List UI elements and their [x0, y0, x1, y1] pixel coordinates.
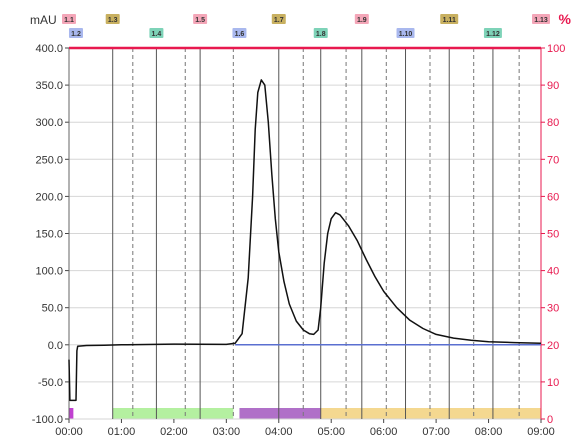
fraction-marker-label: 1.11 — [443, 17, 456, 24]
left-tick-label: 50.0 — [42, 303, 63, 315]
left-tick-label: 150.0 — [35, 229, 63, 241]
left-tick-label: -100.0 — [32, 414, 63, 426]
fraction-marker-label: 1.4 — [152, 31, 162, 38]
fraction-marker — [483, 28, 502, 38]
fraction-marker — [105, 14, 120, 24]
right-tick-label: 80 — [547, 117, 559, 129]
left-tick-label: -50.0 — [38, 377, 63, 389]
left-tick-label: 250.0 — [35, 154, 63, 166]
left-axis-unit: mAU — [30, 13, 57, 27]
right-tick-label: 50 — [547, 229, 559, 241]
right-tick-label: 100 — [547, 43, 565, 55]
right-tick-label: 0 — [547, 414, 553, 426]
fraction-marker-label: 1.9 — [357, 17, 367, 24]
fraction-marker-label: 1.8 — [316, 31, 326, 38]
fraction-marker-label: 1.1 — [64, 17, 74, 24]
left-tick-label: 0.0 — [48, 340, 63, 352]
x-tick-label: 06:00 — [370, 426, 398, 438]
x-tick-label: 09:00 — [527, 426, 555, 438]
right-tick-label: 90 — [547, 80, 559, 92]
x-tick-label: 03:00 — [213, 426, 241, 438]
left-tick-label: 400.0 — [35, 43, 63, 55]
fraction-marker-label: 1.5 — [195, 17, 205, 24]
right-tick-label: 30 — [547, 303, 559, 315]
fraction-marker-label: 1.7 — [274, 17, 284, 24]
fraction-marker-label: 1.12 — [486, 31, 500, 38]
fraction-marker-label: 1.13 — [534, 17, 548, 24]
x-tick-label: 07:00 — [422, 426, 450, 438]
fraction-marker-label: 1.10 — [399, 31, 413, 38]
series-line-absorbance — [68, 79, 542, 402]
left-tick-label: 300.0 — [35, 117, 63, 129]
x-tick-label: 00:00 — [55, 426, 83, 438]
fraction-marker — [232, 28, 247, 38]
gradient-band — [112, 408, 234, 419]
x-tick-label: 04:00 — [265, 426, 293, 438]
fraction-marker — [396, 28, 415, 38]
fraction-marker — [193, 14, 208, 24]
right-tick-label: 10 — [547, 377, 559, 389]
right-tick-label: 20 — [547, 340, 559, 352]
fraction-marker — [68, 28, 83, 38]
fraction-marker — [532, 14, 550, 24]
gradient-band — [69, 408, 74, 419]
fraction-marker — [149, 28, 164, 38]
x-tick-label: 01:00 — [108, 426, 136, 438]
left-tick-label: 100.0 — [35, 266, 63, 278]
left-tick-label: 350.0 — [35, 80, 63, 92]
x-tick-label: 02:00 — [160, 426, 188, 438]
fraction-marker-label: 1.2 — [71, 31, 81, 38]
fraction-marker — [354, 14, 369, 24]
fraction-marker — [313, 28, 328, 38]
gradient-band — [239, 408, 321, 419]
right-tick-label: 60 — [547, 191, 559, 203]
gradient-band — [320, 408, 541, 419]
right-axis-unit: % — [559, 11, 572, 27]
fraction-marker-label: 1.3 — [108, 17, 118, 24]
fraction-marker-label: 1.6 — [235, 31, 245, 38]
fraction-marker — [271, 14, 286, 24]
left-tick-label: 200.0 — [35, 191, 63, 203]
right-tick-label: 70 — [547, 154, 559, 166]
right-tick-label: 40 — [547, 266, 559, 278]
x-tick-label: 05:00 — [317, 426, 345, 438]
fraction-marker — [62, 14, 76, 24]
x-tick-label: 08:00 — [475, 426, 503, 438]
fraction-marker — [440, 14, 459, 24]
